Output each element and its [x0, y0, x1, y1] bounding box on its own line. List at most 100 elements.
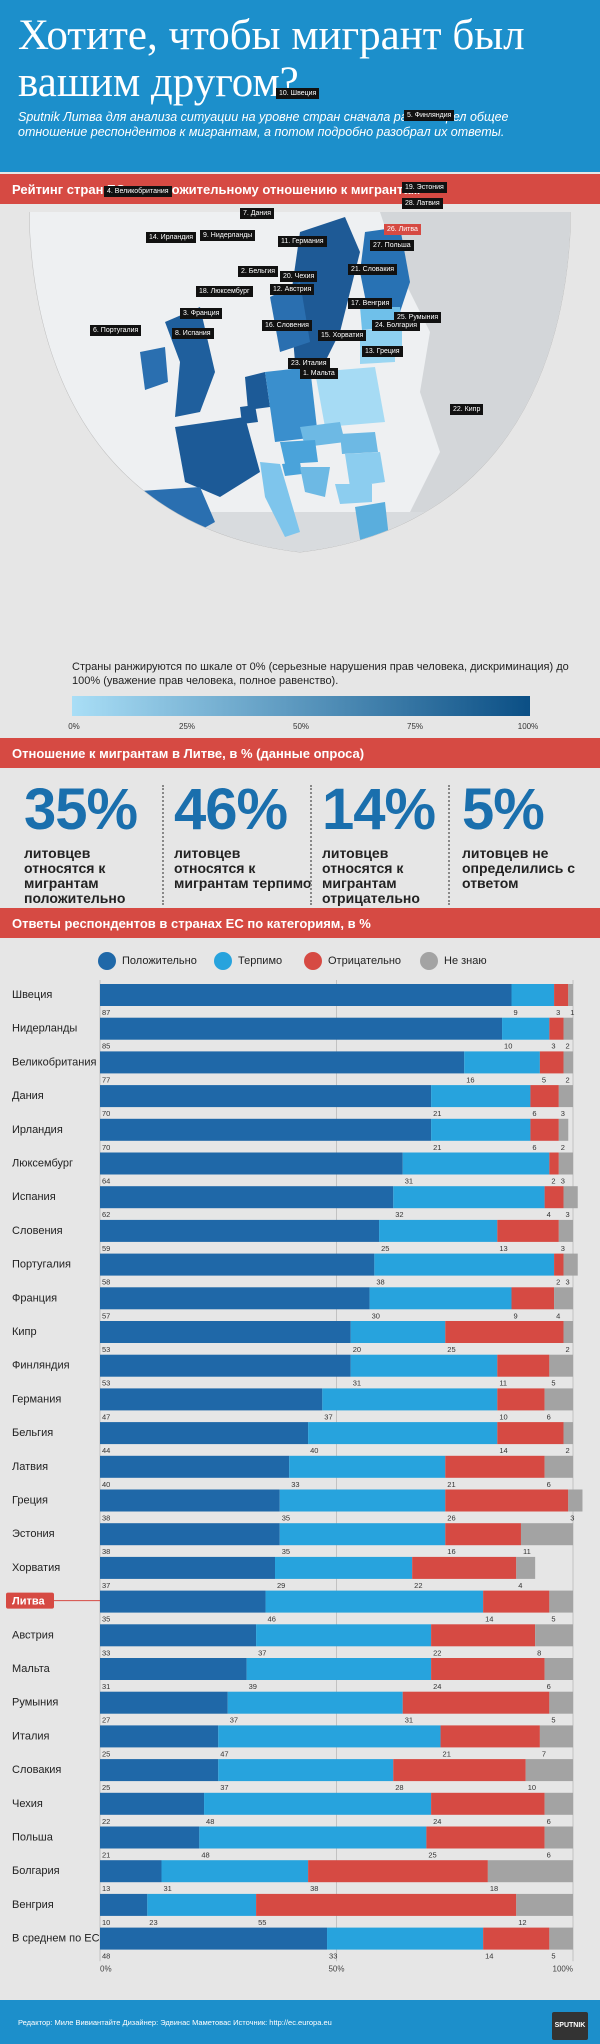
data-label: 48 [201, 1851, 209, 1860]
data-label: 33 [329, 1952, 337, 1961]
bar-segment [100, 1826, 200, 1849]
data-label: 18 [490, 1884, 498, 1893]
stat-value: 14% [322, 777, 436, 842]
category-label: Польша [12, 1832, 54, 1844]
legend-item-dontknow: Не знаю [420, 952, 487, 974]
data-label: 14 [499, 1446, 507, 1455]
bar-segment [497, 1219, 559, 1242]
legend-swatch [98, 952, 116, 970]
data-label: 2 [561, 1143, 565, 1152]
data-label: 3 [570, 1514, 574, 1523]
scale-tick: 75% [406, 722, 424, 731]
map-rank-label: 11. Германия [278, 236, 327, 247]
bar-segment [549, 1927, 573, 1950]
category-label: Кипр [12, 1326, 37, 1338]
bar-segment [549, 1354, 573, 1377]
data-label: 9 [514, 1008, 518, 1017]
data-label: 31 [163, 1884, 171, 1893]
europe-map: 1. Мальта 2. Бельгия 3. Франция 4. Великобр… [0, 88, 600, 592]
stat-negative: 14% литовцев относятся к мигрантам отриц… [322, 780, 462, 906]
data-label: 5 [551, 1952, 555, 1961]
data-label: 31 [405, 1177, 413, 1186]
data-label: 5 [542, 1075, 546, 1084]
bar-segment [227, 1691, 403, 1714]
data-label: 21 [447, 1480, 455, 1489]
bar-segment [322, 1388, 498, 1411]
data-label: 6 [547, 1817, 551, 1826]
data-label: 20 [353, 1345, 361, 1354]
map-rank-label: 1. Мальта [300, 368, 338, 379]
data-label: 10 [102, 1918, 110, 1927]
footer: Редактор: Миле Вивиантайте Дизайнер: Эдв… [0, 2000, 600, 2044]
bar-segment [563, 1321, 573, 1343]
data-label: 2 [551, 1177, 555, 1186]
data-label: 3 [566, 1210, 570, 1219]
stat-divider [162, 785, 164, 905]
map-rank-label: 14. Ирландия [146, 232, 196, 243]
bar-segment [369, 1287, 512, 1310]
data-label: 8 [537, 1648, 541, 1657]
data-label: 16 [447, 1547, 455, 1556]
data-label: 53 [102, 1345, 110, 1354]
data-label: 31 [102, 1682, 110, 1691]
bar-segment [502, 1017, 550, 1040]
bar-segment [100, 1590, 266, 1613]
data-label: 25 [102, 1783, 110, 1792]
bar-segment [279, 1489, 446, 1512]
data-label: 25 [447, 1345, 455, 1354]
data-label: 13 [499, 1244, 507, 1253]
data-label: 21 [443, 1749, 451, 1758]
data-label: 37 [324, 1412, 332, 1421]
bar-segment [464, 1051, 540, 1074]
bar-segment [393, 1186, 545, 1209]
bar-segment [511, 984, 555, 1006]
legend-item-negative: Отрицательно [304, 952, 401, 974]
bar-segment [549, 1691, 573, 1714]
stat-tolerant: 46% литовцев относятся к мигрантам терпи… [174, 780, 314, 891]
category-label: Литва [12, 1596, 45, 1608]
map-rank-label: 17. Венгрия [348, 298, 393, 309]
legend-item-tolerant: Терпимо [214, 952, 282, 974]
bar-segment [544, 1186, 564, 1209]
data-label: 22 [433, 1648, 441, 1657]
bar-segment [431, 1624, 536, 1647]
stat-value: 46% [174, 777, 288, 842]
scale-gradient-bar [72, 696, 530, 716]
category-label: Дания [12, 1090, 44, 1102]
legend-swatch [214, 952, 232, 970]
bar-segment [100, 1051, 465, 1074]
x-tick-label: 50% [328, 1964, 344, 1973]
category-label: В среднем по ЕС [12, 1933, 100, 1945]
data-label: 47 [220, 1749, 228, 1758]
data-label: 16 [466, 1075, 474, 1084]
x-tick-label: 0% [100, 1964, 112, 1973]
map-rank-label: 2. Бельгия [238, 266, 279, 277]
bar-segment [539, 1725, 573, 1748]
bar-segment [445, 1489, 569, 1512]
bar-segment [100, 1792, 205, 1815]
data-label: 1 [570, 1008, 574, 1017]
bar-segment [544, 1792, 573, 1815]
bar-segment [431, 1118, 531, 1141]
category-label: Испания [12, 1191, 56, 1203]
category-label: Италия [12, 1730, 50, 1742]
bar-segment [426, 1826, 545, 1849]
category-label: Австрия [12, 1629, 54, 1641]
data-label: 59 [102, 1244, 110, 1253]
data-label: 31 [405, 1716, 413, 1725]
bar-segment [511, 1287, 555, 1310]
data-label: 57 [102, 1311, 110, 1320]
data-label: 3 [561, 1177, 565, 1186]
bar-segment [100, 1085, 432, 1108]
bar-segment [100, 1287, 370, 1310]
scale-note: Страны ранжируются по шкале от 0% (серье… [72, 661, 569, 687]
stat-label: литовцев относятся к мигрантам положител… [24, 845, 126, 906]
data-label: 12 [518, 1918, 526, 1927]
bar-segment [402, 1691, 550, 1714]
bar-segment [100, 1186, 394, 1209]
legend-label: Не знаю [444, 955, 487, 967]
data-label: 64 [102, 1177, 110, 1186]
bar-segment [275, 1556, 413, 1579]
bar-segment [100, 984, 512, 1006]
bar-segment [100, 1219, 380, 1242]
